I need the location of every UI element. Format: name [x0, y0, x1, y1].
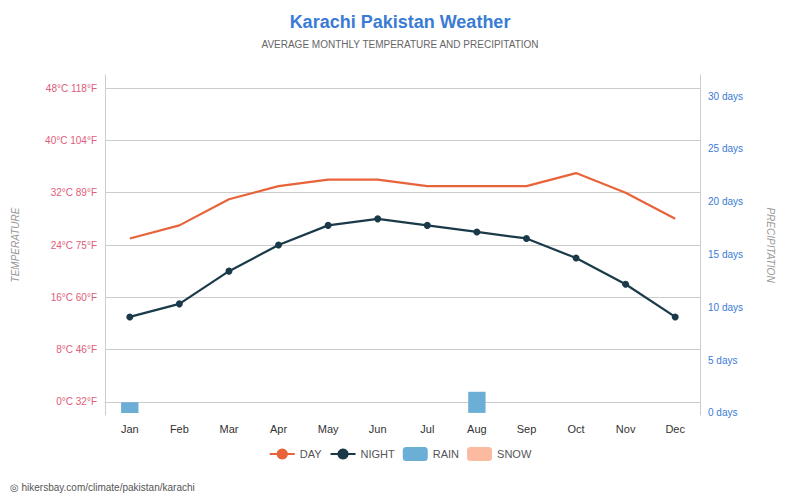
- svg-text:TEMPERATURE: TEMPERATURE: [10, 207, 21, 282]
- svg-text:PRECIPITATION: PRECIPITATION: [765, 207, 776, 283]
- svg-text:Feb: Feb: [170, 423, 189, 435]
- svg-text:Aug: Aug: [467, 423, 487, 435]
- svg-text:Nov: Nov: [616, 423, 636, 435]
- svg-text:48°C 118°F: 48°C 118°F: [46, 83, 97, 94]
- svg-text:20 days: 20 days: [708, 196, 743, 207]
- svg-text:Dec: Dec: [665, 423, 685, 435]
- svg-text:Karachi Pakistan Weather: Karachi Pakistan Weather: [290, 12, 511, 32]
- svg-text:Jun: Jun: [369, 423, 387, 435]
- svg-text:RAIN: RAIN: [433, 448, 459, 460]
- svg-text:AVERAGE MONTHLY TEMPERATURE AN: AVERAGE MONTHLY TEMPERATURE AND PRECIPIT…: [261, 39, 538, 50]
- svg-text:DAY: DAY: [300, 448, 322, 460]
- svg-text:15 days: 15 days: [708, 249, 743, 260]
- svg-text:0°C 32°F: 0°C 32°F: [56, 396, 97, 407]
- svg-text:NIGHT: NIGHT: [361, 448, 396, 460]
- svg-text:◎ hikersbay.com/climate/pakist: ◎ hikersbay.com/climate/pakistan/karachi: [10, 482, 195, 493]
- svg-text:Oct: Oct: [567, 423, 584, 435]
- svg-text:25 days: 25 days: [708, 143, 743, 154]
- svg-text:Mar: Mar: [219, 423, 238, 435]
- svg-text:Sep: Sep: [517, 423, 537, 435]
- svg-text:16°C 60°F: 16°C 60°F: [51, 292, 97, 303]
- svg-text:30 days: 30 days: [708, 91, 743, 102]
- svg-text:40°C 104°F: 40°C 104°F: [45, 135, 97, 146]
- svg-text:May: May: [318, 423, 339, 435]
- svg-text:Jul: Jul: [420, 423, 434, 435]
- svg-text:5 days: 5 days: [708, 355, 737, 366]
- svg-text:10 days: 10 days: [708, 302, 743, 313]
- svg-text:32°C 89°F: 32°C 89°F: [51, 187, 97, 198]
- svg-text:Apr: Apr: [270, 423, 287, 435]
- svg-text:0 days: 0 days: [708, 407, 737, 418]
- svg-text:24°C 75°F: 24°C 75°F: [51, 240, 97, 251]
- svg-text:Jan: Jan: [121, 423, 139, 435]
- svg-text:SNOW: SNOW: [497, 448, 532, 460]
- svg-text:8°C 46°F: 8°C 46°F: [56, 344, 97, 355]
